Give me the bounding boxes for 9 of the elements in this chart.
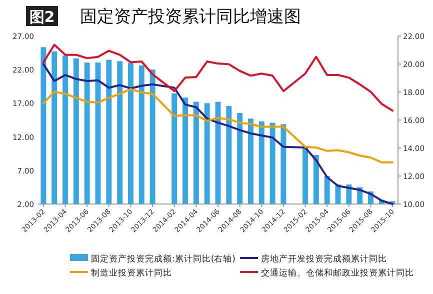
legend-label: 制造业投资累计同比 (91, 268, 172, 278)
legend-label: 交通运输、仓储和邮政业投资累计同比 (261, 268, 414, 278)
legend-label: 房地产开发投资完成额累计同比 (261, 254, 387, 264)
chart-title: 固定资产投资累计同比增速图 (80, 7, 301, 27)
legend-label: 固定资产投资完成额:累计同比(右轴) (91, 254, 236, 264)
line-series (42, 63, 394, 205)
line-series (42, 44, 394, 112)
annotation: 图2 (26, 6, 58, 26)
line-series (42, 88, 394, 164)
